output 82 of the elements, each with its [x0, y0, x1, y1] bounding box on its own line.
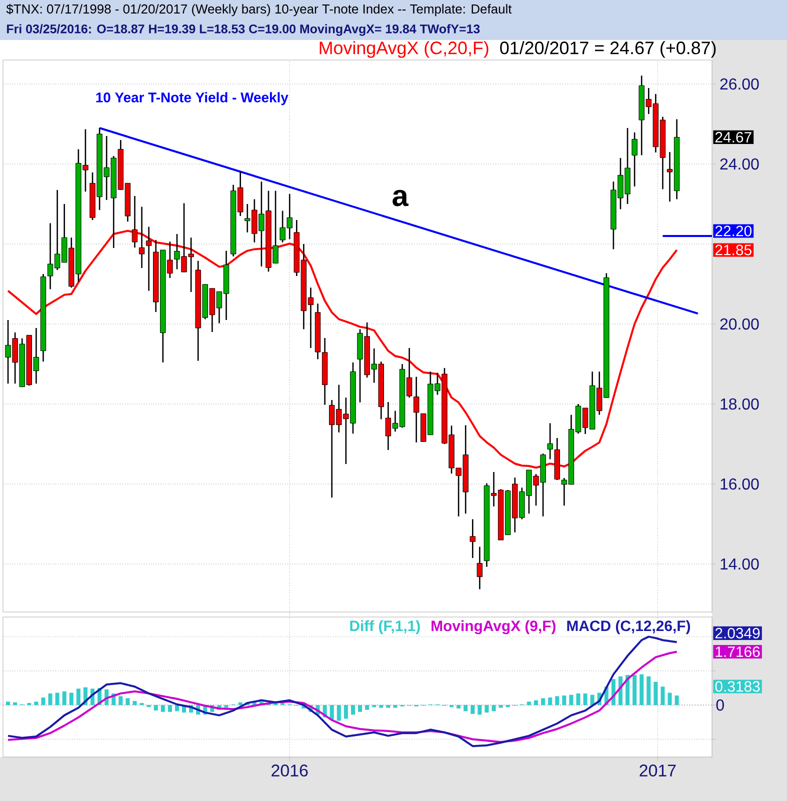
bar	[541, 698, 546, 706]
bar	[492, 705, 496, 712]
candlestick	[476, 546, 483, 590]
bar	[464, 705, 468, 712]
candlestick	[413, 376, 420, 444]
bar	[456, 705, 461, 708]
bar	[379, 705, 384, 708]
bar	[393, 705, 398, 708]
bar	[583, 693, 588, 706]
annotation: 10 Year T-Note Yield - Weekly	[96, 92, 288, 106]
bar	[576, 693, 580, 706]
bar	[336, 705, 341, 721]
bar	[34, 702, 38, 706]
bar	[562, 695, 566, 706]
text: 1.7166	[716, 646, 760, 658]
text: 01/20/2017 = 24.67 (+0.87)	[500, 41, 716, 58]
bar	[654, 682, 658, 706]
bar	[470, 705, 475, 714]
bar	[555, 696, 560, 706]
candlestick	[138, 206, 145, 269]
bar	[69, 692, 74, 706]
bar	[224, 705, 228, 708]
y-tick-label: 26.00	[720, 78, 759, 90]
bar	[478, 705, 482, 715]
candlestick	[146, 226, 152, 292]
text: MovingAvgX (C,20,F)	[320, 41, 488, 58]
legend-label: MACD (C,12,26,F)	[567, 620, 690, 634]
bar	[660, 686, 665, 706]
y-tick-label: 14.00	[720, 558, 759, 570]
bar	[55, 692, 60, 706]
text: 0.3183	[715, 681, 760, 692]
bar	[674, 695, 679, 706]
bar	[6, 702, 10, 706]
bar	[498, 705, 503, 708]
chart-title: $TNX: 07/17/1998 - 01/20/2017 (Weekly bars) 10-year T-note Index -- Template: Default	[6, 4, 512, 16]
text: 24.67	[715, 132, 752, 142]
bar	[13, 702, 18, 706]
bar	[484, 705, 489, 713]
candlestick	[132, 195, 138, 248]
bar	[48, 693, 52, 706]
bar	[386, 705, 390, 708]
bar	[330, 705, 334, 720]
candlestick	[632, 132, 638, 188]
bar	[526, 702, 531, 706]
bar	[365, 705, 370, 710]
bar	[76, 688, 80, 706]
y-tick-label: 16.00	[720, 478, 759, 490]
y-tick-label: 24.00	[720, 158, 759, 170]
bar	[358, 705, 362, 712]
y-tick-label: 18.00	[720, 398, 759, 410]
bar	[668, 692, 672, 706]
text: 2.0349	[715, 628, 760, 638]
bar	[646, 676, 651, 706]
bar	[640, 674, 644, 706]
bar	[344, 705, 348, 719]
chart-subtitle: Fri 03/25/2016: O=18.87 H=19.39 L=18.53 C=19.00 MovingAvgX= 19.84 TWofY=13	[7, 24, 480, 36]
text: MovingAvgX (9,F)	[432, 620, 556, 634]
text: Diff (F,1,1)	[350, 620, 420, 634]
x-tick-label: 2017	[640, 764, 676, 777]
bar	[154, 705, 158, 711]
bar	[174, 705, 179, 712]
bar	[590, 694, 594, 706]
annotation: a	[392, 190, 409, 206]
bar	[126, 698, 130, 706]
bar	[168, 705, 172, 712]
text: 0	[716, 699, 724, 711]
bar	[534, 700, 538, 706]
bar	[118, 696, 123, 706]
bar	[132, 700, 137, 706]
bar	[632, 674, 637, 706]
bar	[569, 694, 574, 706]
bar	[160, 705, 165, 712]
x-tick-label: 2016	[272, 764, 308, 777]
y-tick-label: 20.00	[720, 318, 759, 330]
bar	[350, 705, 355, 715]
text: 21.85	[715, 244, 752, 256]
bar	[41, 698, 46, 706]
candlestick	[470, 518, 476, 559]
candlestick	[547, 422, 553, 460]
text: 22.20	[715, 226, 752, 236]
bar	[548, 698, 552, 706]
bar	[62, 691, 66, 706]
